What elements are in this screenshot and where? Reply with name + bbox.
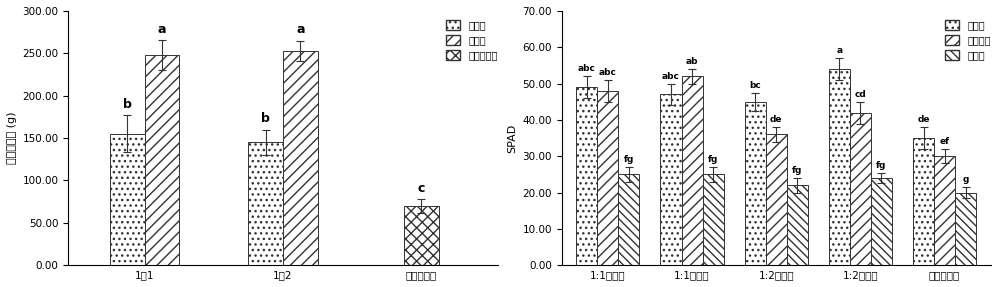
Text: abc: abc — [578, 64, 596, 73]
Bar — [682, 76, 703, 265]
Text: abc: abc — [599, 68, 617, 77]
Text: fg: fg — [792, 166, 802, 175]
Bar — [745, 102, 766, 265]
Text: fg: fg — [708, 155, 718, 164]
Bar — [248, 142, 283, 265]
Bar — [283, 51, 318, 265]
Text: ef: ef — [940, 137, 950, 146]
Bar — [660, 94, 682, 265]
Text: c: c — [418, 182, 425, 195]
Bar — [913, 138, 934, 265]
Text: b: b — [123, 98, 132, 111]
Text: fg: fg — [876, 161, 887, 170]
Text: a: a — [296, 23, 305, 36]
Text: de: de — [917, 115, 930, 124]
Bar — [597, 91, 618, 265]
Bar — [829, 69, 850, 265]
Text: bc: bc — [749, 81, 761, 90]
Bar — [576, 87, 597, 265]
Bar — [787, 185, 808, 265]
Text: cd: cd — [855, 90, 866, 99]
Text: ab: ab — [686, 57, 698, 66]
Bar — [145, 55, 179, 265]
Legend: 对照区, 接菌区, 自然恢复区: 对照区, 接菌区, 自然恢复区 — [442, 16, 501, 64]
Text: g: g — [962, 175, 969, 184]
Text: a: a — [158, 22, 166, 36]
Bar — [703, 174, 724, 265]
Bar — [110, 134, 145, 265]
Bar — [618, 174, 639, 265]
Text: de: de — [770, 115, 782, 124]
Text: fg: fg — [624, 155, 634, 164]
Bar — [404, 206, 439, 265]
Text: b: b — [261, 112, 270, 125]
Y-axis label: SPAD: SPAD — [507, 123, 517, 153]
Bar — [850, 113, 871, 265]
Text: a: a — [836, 46, 842, 55]
Bar — [871, 178, 892, 265]
Text: abc: abc — [662, 72, 680, 81]
Bar — [955, 193, 976, 265]
Y-axis label: 地上生物量 (g): 地上生物量 (g) — [7, 112, 17, 164]
Bar — [766, 134, 787, 265]
Legend: 沙打旺, 紫花苜蒿, 老芒麦: 沙打旺, 紫花苜蒿, 老芒麦 — [941, 16, 995, 64]
Bar — [934, 156, 955, 265]
